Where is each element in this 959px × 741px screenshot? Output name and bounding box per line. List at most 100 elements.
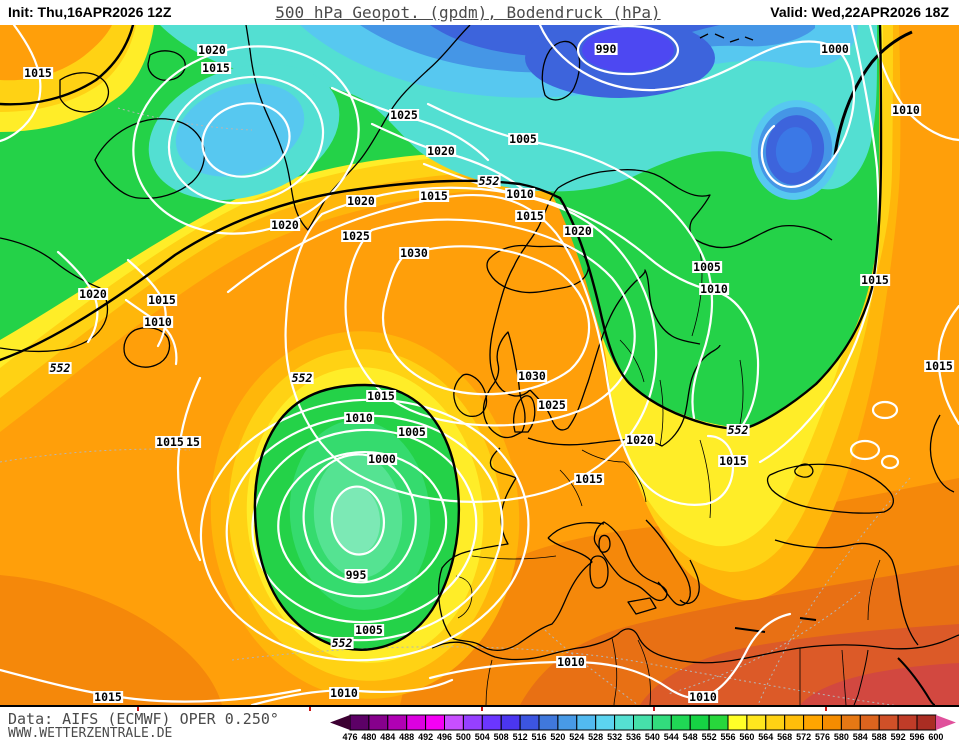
weather-map-canvas xyxy=(0,25,959,705)
colorbar-legend: 476 480 484 488 492 496 500 504 508 512 516 520 524 5… xyxy=(330,714,956,741)
colorbar-tick-label: 532 xyxy=(607,732,622,741)
map-area: 1015 1020 1015 1020 1015 1010 1015 15 1020 1020 10… xyxy=(0,25,959,705)
colorbar-tick-label: 500 xyxy=(456,732,471,741)
colorbar-swatch xyxy=(651,714,672,731)
colorbar-swatch xyxy=(425,714,445,731)
pressure-label: 1025 xyxy=(341,229,371,243)
colorbar-tick-label: 568 xyxy=(777,732,792,741)
coastlines xyxy=(0,25,959,705)
colorbar-swatch xyxy=(500,714,521,731)
colorbar-swatch xyxy=(614,714,635,731)
colorbar-tick-label: 592 xyxy=(891,732,906,741)
colorbar-swatch xyxy=(368,714,389,731)
colorbar-tick-label: 588 xyxy=(872,732,887,741)
pressure-label: 1015 xyxy=(201,61,231,75)
map-edge-tick xyxy=(137,707,139,711)
colorbar-tick-label: 540 xyxy=(645,732,660,741)
pressure-label: 1020 xyxy=(625,433,655,447)
pressure-label: 1010 xyxy=(143,315,173,329)
colorbar-swatch xyxy=(822,714,842,731)
colorbar-swatch xyxy=(859,714,880,731)
pressure-label: 1030 xyxy=(399,246,429,260)
colorbar-swatch xyxy=(784,714,805,731)
pressure-label: 1025 xyxy=(389,108,419,122)
colorbar-tick-label: 560 xyxy=(739,732,754,741)
colorbar-tick-label: 536 xyxy=(626,732,641,741)
pressure-label: 1010 xyxy=(556,655,586,669)
colorbar-swatch xyxy=(519,714,540,731)
pressure-label: 1020 xyxy=(563,224,593,238)
pressure-label: 1000 xyxy=(820,42,850,56)
colorbar-tick-label: 516 xyxy=(531,732,546,741)
colorbar-swatch xyxy=(803,714,824,731)
pressure-label: 1015 xyxy=(718,454,748,468)
colorbar-tick-label: 580 xyxy=(834,732,849,741)
colorbar-tick-label: 572 xyxy=(796,732,811,741)
pressure-label: 1020 xyxy=(270,218,300,232)
geopotential-label: 552 xyxy=(726,423,750,437)
init-time-label: Init: Thu,16APR2026 12Z xyxy=(8,4,172,20)
valid-time-label: Valid: Wed,22APR2026 18Z xyxy=(770,4,949,20)
colorbar-tick-label: 596 xyxy=(909,732,924,741)
pressure-label: 1020 xyxy=(426,144,456,158)
chart-header: Init: Thu,16APR2026 12Z 500 hPa Geopot. … xyxy=(0,0,959,25)
pressure-label: 1010 xyxy=(699,282,729,296)
colorbar-tick-label: 584 xyxy=(853,732,868,741)
website-label: WWW.WETTERZENTRALE.DE xyxy=(8,726,173,741)
colorbar-tick-label: 484 xyxy=(380,732,395,741)
pressure-label: 1015 xyxy=(924,359,954,373)
colorbar-swatch xyxy=(538,714,559,731)
pressure-label: 1020 xyxy=(346,194,376,208)
colorbar-tick-label: 600 xyxy=(928,732,943,741)
colorbar-swatch xyxy=(633,714,653,731)
pressure-label: 1005 xyxy=(508,132,538,146)
pressure-label: 1015 xyxy=(574,472,604,486)
colorbar-swatch xyxy=(689,714,710,731)
data-source-label: Data: AIFS (ECMWF) OPER 0.250° xyxy=(8,710,279,728)
colorbar-swatch xyxy=(481,714,502,731)
pressure-label: 1020 xyxy=(197,43,227,57)
colorbar-swatch xyxy=(406,714,427,731)
geopotential-label: 552 xyxy=(330,636,354,650)
pressure-label: 1005 xyxy=(692,260,722,274)
pressure-label: 1015 xyxy=(155,435,185,449)
chart-title: 500 hPa Geopot. (gpdm), Bodendruck (hPa) xyxy=(275,3,661,22)
pressure-label: 995 xyxy=(344,568,368,582)
colorbar-swatch xyxy=(916,714,937,731)
colorbar-swatch xyxy=(878,714,899,731)
colorbar-tick-label: 524 xyxy=(569,732,584,741)
pressure-label: 1015 xyxy=(366,389,396,403)
pressure-label: 1010 xyxy=(688,690,718,704)
colorbar-swatch xyxy=(746,714,767,731)
colorbar-swatch xyxy=(462,714,483,731)
colorbar-tick-label: 504 xyxy=(475,732,490,741)
colorbar-tick-label: 508 xyxy=(494,732,509,741)
map-edge-tick xyxy=(653,707,655,711)
colorbar-tick-label: 552 xyxy=(702,732,717,741)
colorbar-left-arrow xyxy=(330,715,350,730)
colorbar-swatch xyxy=(708,714,729,731)
colorbar-tick-label: 488 xyxy=(399,732,414,741)
pressure-label: 1025 xyxy=(537,398,567,412)
pressure-label: 1020 xyxy=(78,287,108,301)
pressure-label: 1015 xyxy=(147,293,177,307)
pressure-label: 1015 xyxy=(23,66,53,80)
pressure-label: 1010 xyxy=(329,686,359,700)
colorbar-tick-label: 556 xyxy=(720,732,735,741)
pressure-label: 1015 xyxy=(93,690,123,704)
colorbar-swatch xyxy=(840,714,861,731)
pressure-label: 990 xyxy=(594,42,618,56)
colorbar-swatch xyxy=(557,714,578,731)
colorbar-tick-label: 512 xyxy=(513,732,528,741)
colorbar-swatch xyxy=(349,714,370,731)
pressure-label: 15 xyxy=(185,435,201,449)
colorbar-right-arrow xyxy=(935,715,956,730)
colorbar-tick-label: 492 xyxy=(418,732,433,741)
colorbar-swatch xyxy=(387,714,408,731)
geopotential-label: 552 xyxy=(477,174,501,188)
colorbar-tick-label: 576 xyxy=(815,732,830,741)
colorbar-swatch xyxy=(444,714,464,731)
pressure-label: 1010 xyxy=(344,411,374,425)
colorbar-tick-label: 528 xyxy=(588,732,603,741)
